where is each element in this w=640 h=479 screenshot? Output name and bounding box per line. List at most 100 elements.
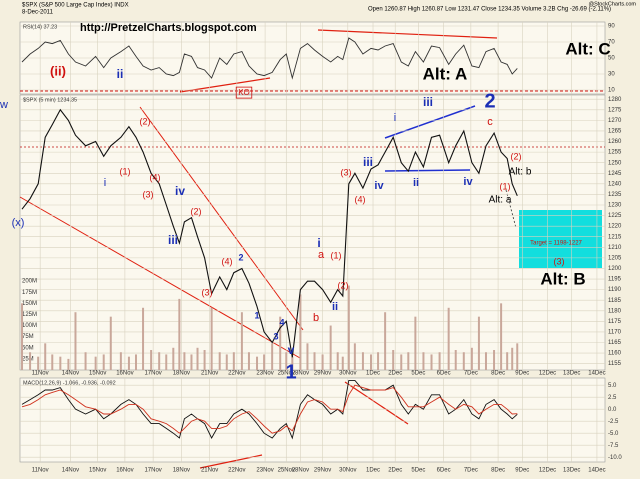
volume-bar bbox=[37, 356, 40, 370]
wave-label: i bbox=[394, 112, 396, 124]
x-tick-label: 30Nov bbox=[339, 371, 356, 377]
y-tick-label: 1265 bbox=[608, 129, 622, 135]
y-tick-label: 1275 bbox=[608, 107, 622, 113]
y2-tick-label: 125M bbox=[22, 312, 37, 318]
price-panel bbox=[19, 94, 606, 371]
wave-label: Target = 1198-1227 bbox=[530, 241, 582, 247]
y-tick-label: 70 bbox=[608, 40, 615, 46]
y-tick-label: 1165 bbox=[608, 340, 622, 346]
panel-title: $SPX (5 min) 1234.35 bbox=[23, 97, 77, 103]
y-tick-label: 1255 bbox=[608, 150, 622, 156]
x-tick-label: 16Nov bbox=[116, 371, 133, 377]
volume-bar bbox=[74, 312, 77, 370]
volume-bar bbox=[190, 354, 193, 370]
volume-bar bbox=[84, 352, 87, 370]
y-tick-label: 90 bbox=[608, 24, 615, 30]
x-tick-label: 17Nov bbox=[144, 371, 161, 377]
volume-bar bbox=[484, 352, 487, 370]
x-tick-label: 12Dec bbox=[539, 468, 556, 474]
volume-bar bbox=[263, 354, 266, 370]
y-tick-label: 1250 bbox=[608, 160, 622, 166]
volume-bar bbox=[430, 354, 433, 370]
wave-label: iv bbox=[463, 176, 473, 188]
target-box bbox=[519, 210, 602, 268]
volume-bar bbox=[516, 343, 519, 370]
y-tick-label: 1170 bbox=[608, 330, 622, 336]
y-tick-label: 1260 bbox=[608, 139, 622, 145]
volume-bar bbox=[370, 354, 372, 370]
wave-label: (4) bbox=[150, 172, 161, 182]
x-tick-label: 6Dec bbox=[437, 468, 451, 474]
volume-bar bbox=[299, 294, 302, 370]
wave-label: v bbox=[288, 343, 295, 357]
y2-tick-label: 25M bbox=[22, 356, 34, 362]
y-tick-label: 1270 bbox=[608, 118, 622, 124]
y2-tick-label: 200M bbox=[22, 279, 37, 285]
y2-tick-label: 175M bbox=[22, 290, 37, 296]
volume-bar bbox=[392, 350, 395, 370]
x-tick-label: 8Dec bbox=[491, 371, 505, 377]
quote-line: Open 1260.87 High 1260.87 Low 1231.47 Cl… bbox=[368, 7, 611, 13]
volume-bar bbox=[384, 312, 387, 370]
x-tick-label: 17Nov bbox=[144, 468, 161, 474]
volume-bar bbox=[256, 356, 259, 370]
wave-label: iii bbox=[168, 233, 178, 247]
volume-bar bbox=[291, 356, 294, 370]
volume-bar bbox=[306, 343, 309, 370]
channel-line bbox=[384, 169, 471, 172]
divergence-line bbox=[344, 381, 409, 425]
volume-bar bbox=[94, 356, 97, 370]
y-tick-label: 1190 bbox=[608, 287, 622, 293]
volume-bar bbox=[279, 316, 282, 370]
chart-title: $SPX (S&P 500 Large Cap Index) INDX bbox=[22, 3, 129, 9]
volume-bar bbox=[447, 307, 450, 370]
x-tick-label: 6Dec bbox=[437, 371, 451, 377]
x-tick-label: 15Nov bbox=[89, 371, 106, 377]
y-tick-label: 1195 bbox=[608, 277, 622, 283]
indicator-line bbox=[21, 37, 518, 80]
volume-bar bbox=[196, 347, 199, 370]
wave-label: (3) bbox=[143, 189, 154, 199]
x-tick-label: 28Nov bbox=[292, 468, 309, 474]
y-tick-label: 1215 bbox=[608, 234, 622, 240]
wave-label: ii bbox=[332, 301, 338, 313]
label-box bbox=[235, 86, 253, 99]
x-tick-label: 5Dec bbox=[411, 468, 425, 474]
volume-bar bbox=[59, 356, 62, 370]
chart-date: 8-Dec-2011 bbox=[22, 10, 54, 16]
indicator-line bbox=[21, 379, 518, 440]
y-tick-label: 10 bbox=[608, 88, 615, 94]
volume-bar bbox=[462, 352, 465, 370]
wave-label: Alt: b bbox=[509, 167, 532, 178]
wave-label: 2 bbox=[484, 90, 495, 112]
y-tick-label: 1280 bbox=[608, 97, 622, 103]
y-tick-label: -5.0 bbox=[608, 431, 619, 437]
wave-label: (3) bbox=[341, 167, 352, 177]
volume-bar bbox=[454, 350, 457, 370]
volume-bar bbox=[178, 298, 181, 370]
y-tick-label: -2.5 bbox=[608, 419, 619, 425]
wave-label: Alt: B bbox=[540, 269, 585, 288]
volume-bar bbox=[183, 352, 186, 370]
y-tick-label: 0.0 bbox=[608, 407, 617, 413]
wave-label: 3 bbox=[273, 331, 278, 341]
y-tick-label: 1225 bbox=[608, 213, 622, 219]
volume-bar bbox=[271, 343, 274, 370]
y-tick-label: 1245 bbox=[608, 171, 622, 177]
y-tick-label: -10.0 bbox=[608, 455, 622, 461]
wave-label: KO bbox=[238, 88, 250, 97]
volume-bar bbox=[165, 354, 168, 370]
volume-bar bbox=[210, 307, 213, 370]
x-tick-label: 9Dec bbox=[515, 468, 529, 474]
x-tick-label: 1Dec bbox=[366, 371, 380, 377]
x-tick-label: 18Nov bbox=[173, 468, 190, 474]
wave-label: b bbox=[313, 312, 319, 324]
price-line bbox=[21, 108, 518, 358]
wave-label: (2) bbox=[140, 116, 151, 126]
volume-bar bbox=[493, 350, 496, 370]
x-tick-label: 9Dec bbox=[515, 371, 529, 377]
volume-bar bbox=[51, 354, 54, 370]
x-tick-label: 13Dec bbox=[563, 371, 580, 377]
x-tick-label: 22Nov bbox=[228, 371, 245, 377]
